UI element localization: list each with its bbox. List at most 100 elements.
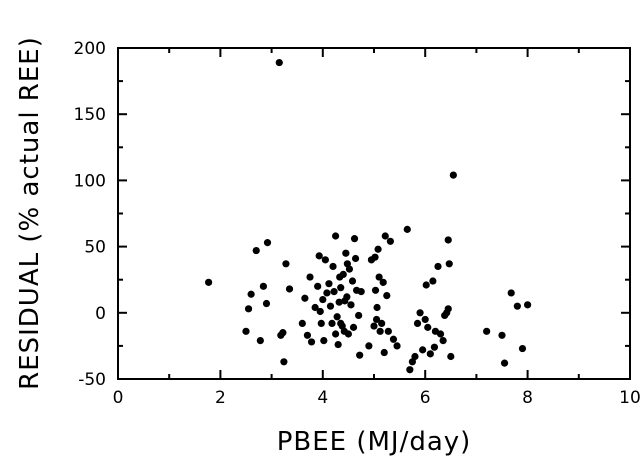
data-point	[341, 297, 349, 305]
y-tick-label: 150	[74, 105, 106, 125]
data-point	[323, 289, 331, 297]
data-point	[205, 278, 213, 286]
data-point	[518, 344, 527, 353]
x-axis-title: PBEE (MJ/day)	[277, 427, 472, 457]
data-point	[371, 253, 379, 261]
data-point	[347, 301, 355, 309]
data-point	[483, 327, 491, 335]
data-point	[344, 330, 352, 338]
data-point	[329, 262, 337, 271]
data-point	[406, 366, 414, 374]
data-point	[330, 288, 338, 296]
data-point	[430, 343, 439, 351]
data-point	[372, 315, 381, 324]
y-tick-label: 0	[95, 304, 106, 324]
data-point	[252, 246, 260, 255]
data-point	[378, 319, 386, 327]
data-point	[337, 319, 345, 327]
data-point	[314, 282, 322, 290]
data-point	[429, 277, 437, 285]
data-point	[357, 288, 365, 296]
data-point	[424, 323, 432, 331]
x-tick-labels: 0 2 4 6 8 10	[113, 388, 641, 408]
data-point	[351, 254, 360, 263]
data-point	[403, 225, 411, 233]
data-point	[498, 331, 506, 339]
data-point	[371, 286, 380, 294]
y-axis-title: RESIDUAL (% actual REE)	[15, 36, 45, 390]
data-point	[325, 280, 333, 288]
data-point	[332, 330, 340, 338]
data-point	[381, 232, 389, 240]
data-point	[421, 315, 429, 324]
data-point	[317, 319, 325, 327]
data-point	[380, 348, 388, 357]
data-point	[315, 252, 323, 260]
data-point	[411, 352, 419, 361]
data-point	[365, 342, 373, 350]
data-point	[426, 350, 434, 358]
data-point	[449, 171, 457, 179]
data-point	[419, 346, 427, 354]
data-point	[349, 323, 358, 331]
data-point	[375, 273, 383, 281]
data-point	[439, 337, 447, 345]
data-point	[500, 359, 509, 367]
data-point	[319, 295, 327, 304]
data-point	[337, 284, 345, 292]
data-point	[416, 309, 424, 317]
data-point	[242, 327, 250, 335]
y-tick-labels: -50 0 50 100 150 200	[74, 39, 106, 390]
data-point	[262, 299, 271, 308]
data-point	[393, 342, 401, 350]
data-point	[311, 303, 319, 312]
data-point	[298, 319, 306, 327]
data-point	[333, 313, 341, 321]
data-point	[334, 340, 342, 349]
data-point	[263, 239, 272, 247]
data-point	[445, 260, 453, 268]
data-point	[328, 319, 336, 327]
data-point	[316, 307, 324, 316]
data-point	[275, 58, 283, 67]
data-point	[326, 302, 335, 310]
x-tick-label: 2	[215, 388, 226, 408]
data-point	[280, 358, 288, 366]
data-point	[379, 278, 387, 286]
data-point	[285, 285, 294, 293]
data-point	[301, 294, 309, 302]
x-tick-label: 6	[420, 388, 431, 408]
data-points	[205, 58, 532, 374]
data-point	[370, 322, 378, 330]
data-point	[513, 302, 521, 310]
data-point	[247, 290, 255, 298]
x-tick-label: 4	[317, 388, 328, 408]
data-point	[303, 331, 312, 339]
data-point	[373, 303, 381, 312]
data-point	[436, 330, 445, 338]
data-point	[389, 335, 398, 343]
y-tick-label: 50	[84, 238, 106, 258]
data-point	[335, 298, 343, 306]
data-point	[444, 236, 452, 244]
x-tick-label: 8	[522, 388, 533, 408]
data-point	[384, 327, 392, 335]
data-point	[332, 232, 340, 240]
data-point	[350, 235, 359, 243]
data-point	[374, 245, 382, 253]
data-point	[386, 237, 394, 245]
data-point	[422, 281, 430, 289]
data-point	[444, 305, 452, 313]
axis-ticks	[117, 47, 631, 380]
data-point	[348, 277, 357, 285]
x-tick-label: 10	[619, 388, 641, 408]
data-point	[336, 273, 344, 281]
data-point	[321, 256, 329, 264]
data-point	[320, 337, 328, 345]
data-point	[343, 260, 351, 268]
data-point	[306, 273, 314, 281]
data-point	[259, 282, 268, 290]
data-point	[244, 305, 253, 313]
data-point	[355, 311, 363, 320]
x-tick-label: 0	[113, 388, 124, 408]
